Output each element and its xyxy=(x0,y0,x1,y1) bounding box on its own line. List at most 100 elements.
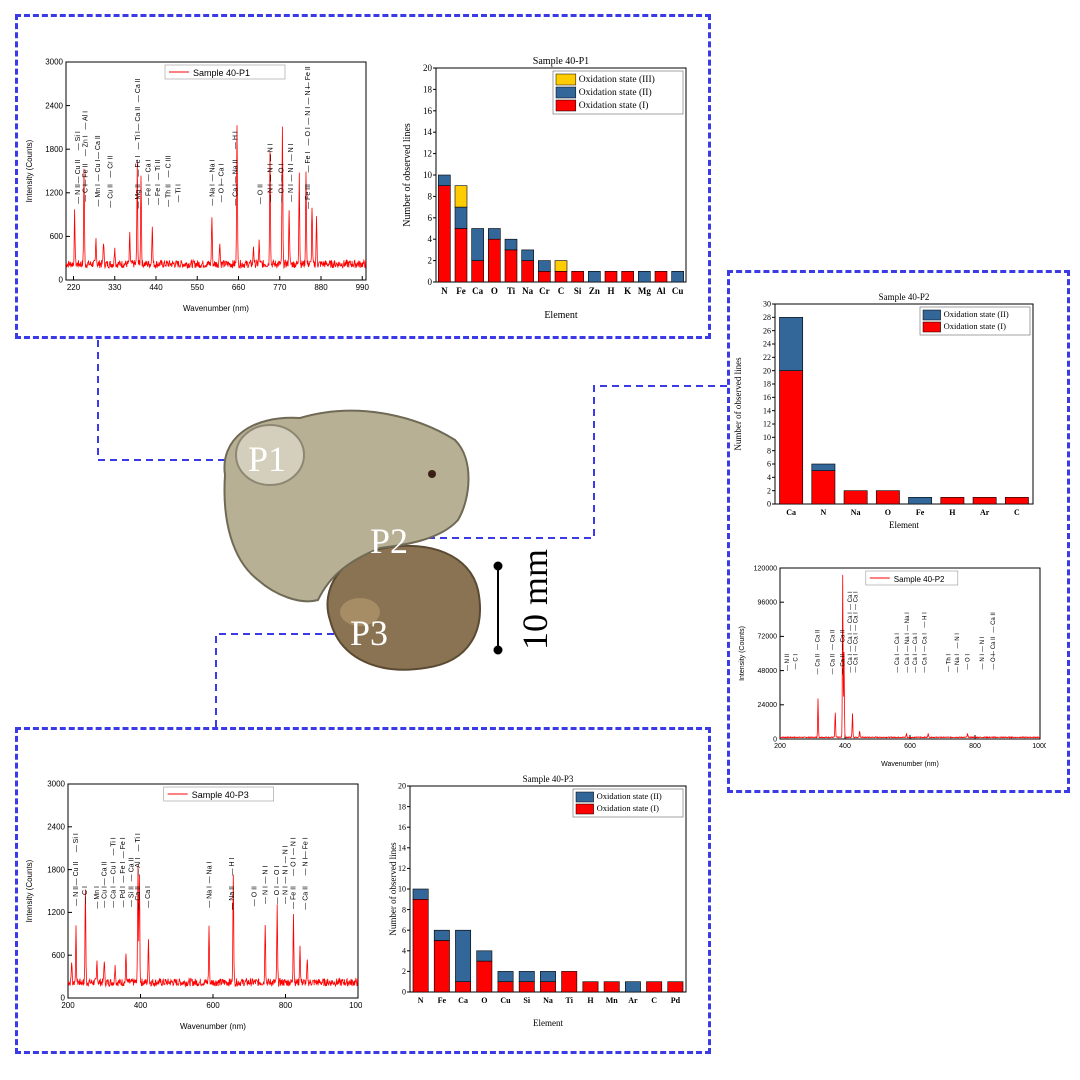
spectrum-p1-line-label: — Ti I xyxy=(176,184,183,202)
spectrum-p1-line-label: — H I xyxy=(233,131,240,149)
bars-p1-xtick-label: Zn xyxy=(589,286,600,296)
spectrum-p1-line-label: — O I xyxy=(279,164,286,182)
spectrum-p3-annotation: — Fe II — O I — N I xyxy=(290,837,297,909)
spectrum-p2-xtick-label: 400 xyxy=(839,743,851,750)
spectrum-p3-spectrum-line xyxy=(67,865,359,988)
spectrum-p2-line-label: — Ca II xyxy=(841,629,847,650)
spectrum-p1-line-label: — Fe I xyxy=(146,184,153,205)
bars-p2-bar-segment xyxy=(875,490,900,505)
bars-p1-title: Sample 40-P1 xyxy=(533,56,589,67)
bars-p3-title: Sample 40-P3 xyxy=(523,774,574,784)
bars-p3-xtick-label: C xyxy=(651,996,657,1005)
bars-p3-bar-segment xyxy=(455,981,472,993)
bars-p1-bar-segment xyxy=(588,271,601,283)
bars-p3-bar-segment xyxy=(518,981,535,993)
spectrum-p2-line-label: — N I xyxy=(980,654,986,670)
bars-p1-xtick-label: Na xyxy=(522,286,533,296)
spectrum-p3-line-label: — O I xyxy=(274,886,281,904)
bars-p1-xaxis-label: Element xyxy=(544,310,578,320)
spectrum-p2-line-label: — Ca II xyxy=(816,654,822,675)
bars-p1-bar-segment xyxy=(454,206,468,229)
bars-p3-xtick-label: Ar xyxy=(628,996,638,1005)
spectrum-p1-annotation: — Ti I xyxy=(176,184,183,202)
spectrum-p2-line-label: — Na I xyxy=(905,612,911,631)
spectrum-p1-line-label: — C III xyxy=(165,156,172,178)
bar-chart-p3: Sample 40-P3 0 2 4 6 8 10 12 14 16 18 20 N Fe Ca O Cu Si N… xyxy=(388,774,687,1028)
spectrum-p2-yaxis-label: Intensity (Counts) xyxy=(739,626,746,681)
spectrum-p3: 200 400 600 800 1000 0 600 1200 1800 2400 3000 Wave… xyxy=(25,780,362,1031)
spectrum-p3-line-label: — Mn I xyxy=(94,886,101,909)
bars-p1-ytick-label: 12 xyxy=(423,149,432,159)
spectrum-p2-line-label: — Ca I xyxy=(923,633,929,652)
spectrum-p2-line-label: — Ca II xyxy=(816,629,822,650)
bars-p2-xtick-label: O xyxy=(885,508,891,517)
spectrum-p2-line-label: — Na I xyxy=(955,654,961,673)
spectrum-p1-yaxis-label: Intensity (Counts) xyxy=(25,139,34,202)
bars-p2-ytick-label: 8 xyxy=(767,446,771,455)
spectrum-p2-spectrum-line xyxy=(779,574,1041,739)
bars-p3-legend-swatch xyxy=(575,803,594,815)
spectrum-p1-plot-frame xyxy=(65,61,367,281)
spectrum-p2-line-label: — Ca II xyxy=(831,654,837,675)
spectrum-p2-line-label: — N I xyxy=(955,633,961,649)
spectrum-p3-line-label: — O I xyxy=(290,858,297,876)
bars-p1-bar-segment xyxy=(538,260,551,272)
bars-p2-ytick-label: 24 xyxy=(763,340,771,349)
spectrum-p3-xtick-label: 800 xyxy=(279,1001,293,1010)
bars-p2-xaxis-label: Element xyxy=(889,520,919,530)
bars-p1-legend-swatch xyxy=(555,73,577,86)
spectrum-p3-line-label: — Ca I xyxy=(145,886,152,908)
spectrum-p2-ytick-label: 24000 xyxy=(758,702,778,709)
label-p1: P1 xyxy=(248,439,287,479)
bars-p3-bar-segment xyxy=(540,981,556,993)
spectrum-p1-ytick-label: 1800 xyxy=(45,145,63,154)
spectrum-p1-annotation: — Fe I — Ca I xyxy=(146,160,153,205)
bars-p3-xtick-label: O xyxy=(481,996,487,1005)
spectrum-p2-line-label: — Ca I xyxy=(854,591,860,610)
spectrum-p2-line-label: — Ca I xyxy=(854,633,860,652)
bars-p1-bar-segment xyxy=(488,238,501,283)
spectrum-p1-annotation: — Na I — Na I xyxy=(209,160,216,206)
bars-p3-xtick-label: Mn xyxy=(606,996,619,1005)
spectrum-p1-annotation: — Mg II— Fe I— Ti I— Ca II— Ca II xyxy=(135,78,142,208)
bars-p1-legend-label: Oxidation state (II) xyxy=(579,87,652,98)
bars-p2-ytick-label: 20 xyxy=(763,366,771,375)
spectrum-p3-line-label: — N I xyxy=(302,858,309,876)
connector-p1 xyxy=(97,340,238,461)
spectrum-p3-xtick-label: 1000 xyxy=(349,1001,362,1010)
spectrum-p3-annotation: — O II xyxy=(252,886,259,906)
bars-p2-xtick-label: Na xyxy=(851,508,861,517)
spectrum-p1-ytick-label: 2400 xyxy=(45,101,63,110)
bars-p1-bar-segment xyxy=(671,271,684,283)
bars-p3-legend-label: Oxidation state (I) xyxy=(597,803,659,813)
spectrum-p1-line-label: — Al I xyxy=(83,111,90,130)
spectrum-p2-annotation: — N I — N I xyxy=(980,636,986,669)
bars-p3-bar-segment xyxy=(624,981,641,993)
spectrum-p3-line-label: — N I xyxy=(283,845,290,863)
spectrum-p3-line-label: — Si I xyxy=(73,833,80,852)
label-p2: P2 xyxy=(370,521,409,561)
spectrum-p3-annotation: — Cu I— Ca II xyxy=(101,862,108,908)
spectrum-p3-xtick-label: 200 xyxy=(61,1001,75,1010)
bars-p2-legend-label: Oxidation state (II) xyxy=(944,309,1009,319)
bars-p1-ytick-label: 2 xyxy=(428,256,433,266)
bars-p2-title: Sample 40-P2 xyxy=(879,292,930,302)
spectrum-p1-line-label: — Ti II xyxy=(155,160,162,180)
spectrum-p2-annotation: — N II xyxy=(785,654,791,671)
spectrum-p1-annotation: — O II xyxy=(257,184,264,204)
spectrum-p3-line-label: — Ca I xyxy=(110,886,117,908)
panel-p2 xyxy=(727,270,1070,793)
bars-p3-xtick-label: Pd xyxy=(671,996,681,1005)
spectrum-p1-annotation: — N I — N I — N I xyxy=(267,143,274,202)
bars-p2-ytick-label: 10 xyxy=(763,433,771,442)
spectrum-p2-annotation: — Ca I — Ca I xyxy=(913,633,919,673)
spectrum-p3-legend-box xyxy=(163,786,274,802)
spectrum-p3-line-label: — Na II xyxy=(229,886,236,910)
spectrum-p3-line-label: — Fe I xyxy=(120,837,127,858)
spectrum-p2-line-label: — Ca I xyxy=(895,633,901,652)
spectrum-p2-line-label: — Na I xyxy=(905,633,911,652)
bars-p1-ytick-label: 16 xyxy=(423,106,433,116)
spectrum-p1-line-label: — N I xyxy=(267,164,274,182)
bars-p1-xtick-label: H xyxy=(607,286,614,296)
spectrum-p1-line-label: — Cu II xyxy=(107,184,114,208)
